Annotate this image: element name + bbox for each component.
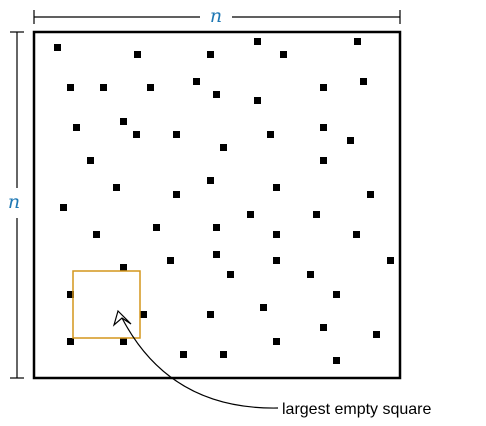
point	[120, 118, 127, 125]
point	[213, 224, 220, 231]
point	[73, 124, 80, 131]
top-dimension-label: n	[210, 5, 222, 27]
callout-arrowhead	[112, 309, 132, 327]
left-dimension-label: n	[8, 191, 20, 213]
point	[273, 184, 280, 191]
point	[273, 338, 280, 345]
point	[173, 191, 180, 198]
point	[254, 38, 261, 45]
point	[207, 311, 214, 318]
point	[87, 157, 94, 164]
point	[360, 78, 367, 85]
point	[227, 271, 234, 278]
point	[320, 157, 327, 164]
point	[193, 78, 200, 85]
point	[213, 251, 220, 258]
point	[147, 84, 154, 91]
point	[120, 338, 127, 345]
point	[353, 231, 360, 238]
point	[320, 324, 327, 331]
point	[320, 124, 327, 131]
point	[180, 351, 187, 358]
random-points	[54, 38, 394, 364]
left-dimension: n	[8, 31, 24, 379]
point	[273, 257, 280, 264]
point	[167, 257, 174, 264]
point	[333, 291, 340, 298]
point	[280, 51, 287, 58]
point	[220, 351, 227, 358]
point	[67, 338, 74, 345]
point	[267, 131, 274, 138]
point	[173, 131, 180, 138]
point	[67, 291, 74, 298]
point	[307, 271, 314, 278]
square-frame	[32, 30, 402, 380]
callout-arrow-curve	[121, 317, 279, 409]
point	[93, 231, 100, 238]
callout-label: largest empty square	[282, 401, 432, 418]
point	[140, 311, 147, 318]
point	[387, 257, 394, 264]
point	[220, 144, 227, 151]
point	[373, 331, 380, 338]
largest-empty-square	[72, 270, 141, 339]
point	[247, 211, 254, 218]
point	[67, 84, 74, 91]
point	[54, 44, 61, 51]
point	[113, 184, 120, 191]
point	[134, 51, 141, 58]
point	[153, 224, 160, 231]
point	[260, 304, 267, 311]
callout-arrow	[112, 309, 279, 409]
point	[313, 211, 320, 218]
point	[320, 84, 327, 91]
point	[100, 84, 107, 91]
point	[347, 137, 354, 144]
point	[273, 231, 280, 238]
point	[133, 131, 140, 138]
point	[207, 177, 214, 184]
point	[254, 97, 261, 104]
point	[213, 91, 220, 98]
top-dimension: n	[33, 5, 401, 27]
point	[60, 204, 67, 211]
point	[333, 357, 340, 364]
point	[120, 264, 127, 271]
point	[354, 38, 361, 45]
point	[367, 191, 374, 198]
point	[207, 51, 214, 58]
